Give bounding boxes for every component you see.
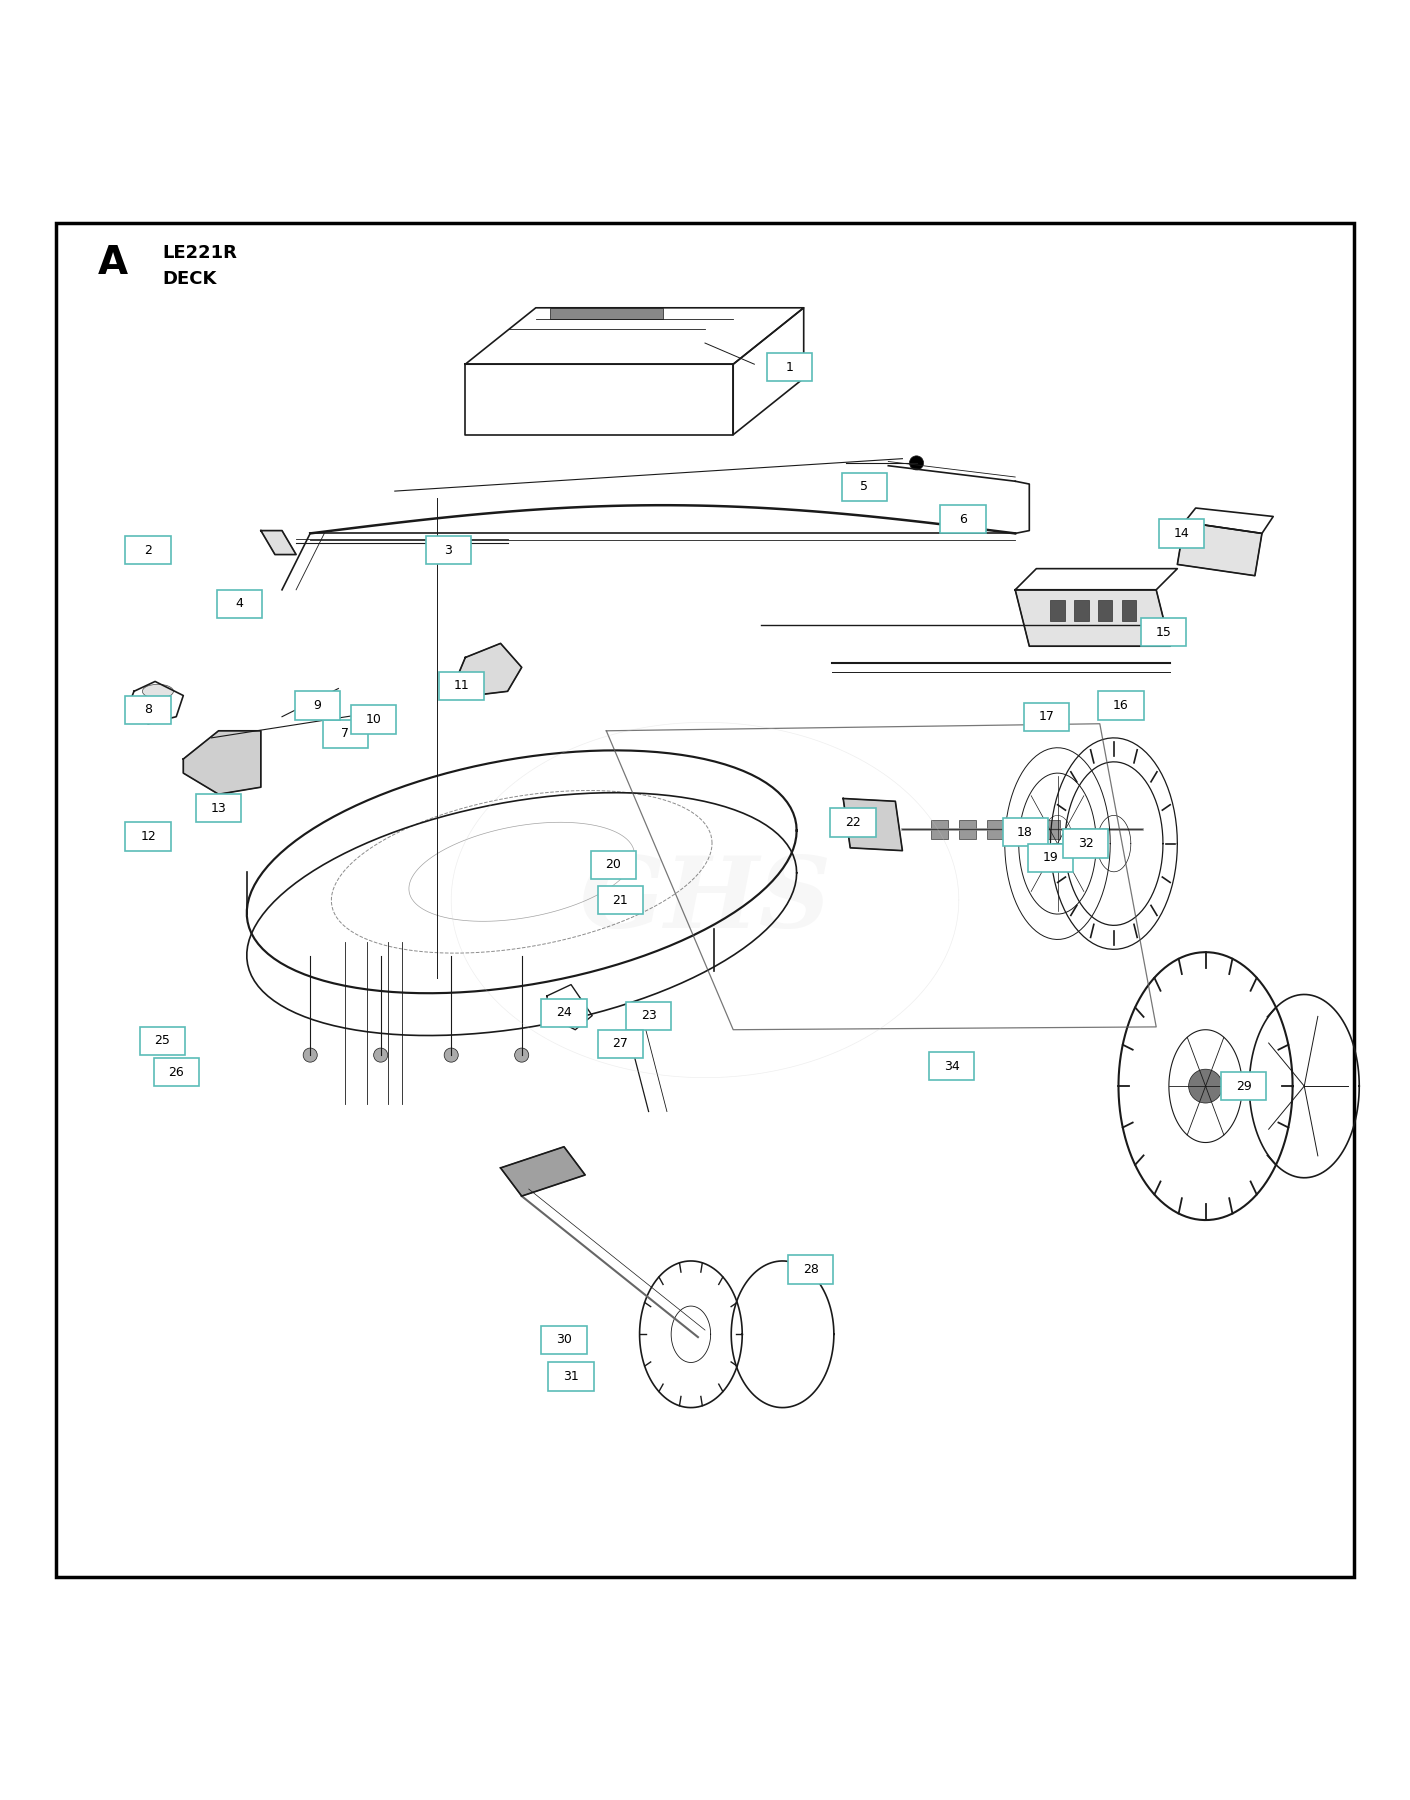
FancyBboxPatch shape <box>426 536 471 565</box>
Text: 30: 30 <box>556 1334 572 1346</box>
FancyBboxPatch shape <box>1159 518 1204 547</box>
Text: 27: 27 <box>612 1037 629 1051</box>
FancyBboxPatch shape <box>196 794 241 823</box>
Text: 20: 20 <box>605 859 622 871</box>
FancyBboxPatch shape <box>439 671 484 700</box>
Bar <box>987 819 1004 839</box>
Text: LE221R: LE221R <box>162 245 237 263</box>
Bar <box>959 819 976 839</box>
Text: 12: 12 <box>140 830 157 842</box>
Polygon shape <box>501 1147 585 1197</box>
Text: 25: 25 <box>154 1035 171 1048</box>
Ellipse shape <box>142 684 173 698</box>
FancyBboxPatch shape <box>626 1001 671 1030</box>
Text: DECK: DECK <box>162 270 217 288</box>
Circle shape <box>303 1048 317 1062</box>
FancyBboxPatch shape <box>548 1363 594 1391</box>
FancyBboxPatch shape <box>1063 830 1108 857</box>
FancyBboxPatch shape <box>125 823 171 851</box>
FancyBboxPatch shape <box>140 1026 185 1055</box>
Circle shape <box>1189 1069 1222 1103</box>
Text: 6: 6 <box>959 513 967 526</box>
Text: 15: 15 <box>1155 626 1172 639</box>
Text: 29: 29 <box>1235 1080 1252 1093</box>
FancyBboxPatch shape <box>598 886 643 914</box>
Bar <box>1122 599 1136 621</box>
Bar <box>1050 599 1065 621</box>
FancyBboxPatch shape <box>1098 691 1144 720</box>
FancyBboxPatch shape <box>1221 1073 1266 1100</box>
Bar <box>931 819 948 839</box>
Text: 19: 19 <box>1042 851 1059 864</box>
FancyBboxPatch shape <box>295 691 340 720</box>
Polygon shape <box>1177 522 1262 576</box>
Text: 11: 11 <box>453 679 470 693</box>
Polygon shape <box>183 731 261 794</box>
Bar <box>1015 819 1032 839</box>
Text: 31: 31 <box>563 1370 580 1382</box>
Text: A: A <box>97 245 128 283</box>
FancyBboxPatch shape <box>217 590 262 617</box>
Text: 26: 26 <box>168 1066 185 1078</box>
Text: 8: 8 <box>144 704 152 716</box>
FancyBboxPatch shape <box>1028 844 1073 871</box>
Text: 5: 5 <box>860 481 869 493</box>
Text: 21: 21 <box>612 893 629 907</box>
Polygon shape <box>261 531 296 554</box>
Bar <box>550 308 663 319</box>
Polygon shape <box>1015 590 1170 646</box>
FancyBboxPatch shape <box>1024 702 1069 731</box>
Text: 10: 10 <box>365 713 382 725</box>
FancyBboxPatch shape <box>929 1053 974 1080</box>
FancyBboxPatch shape <box>591 851 636 878</box>
FancyBboxPatch shape <box>788 1255 833 1283</box>
Circle shape <box>909 455 924 470</box>
Circle shape <box>444 1048 458 1062</box>
FancyBboxPatch shape <box>598 1030 643 1058</box>
Text: 13: 13 <box>210 801 227 815</box>
FancyBboxPatch shape <box>767 353 812 382</box>
Text: 24: 24 <box>556 1006 572 1019</box>
FancyBboxPatch shape <box>1003 819 1048 846</box>
FancyBboxPatch shape <box>154 1058 199 1085</box>
Text: 14: 14 <box>1173 527 1190 540</box>
Circle shape <box>374 1048 388 1062</box>
Polygon shape <box>458 643 522 695</box>
Text: 23: 23 <box>640 1010 657 1022</box>
Text: 28: 28 <box>802 1264 819 1276</box>
Text: 2: 2 <box>144 544 152 556</box>
Text: 3: 3 <box>444 544 453 556</box>
Text: 22: 22 <box>845 815 862 830</box>
FancyBboxPatch shape <box>842 473 887 500</box>
FancyBboxPatch shape <box>541 1327 587 1354</box>
Text: 9: 9 <box>313 698 321 713</box>
Text: 32: 32 <box>1077 837 1094 850</box>
FancyBboxPatch shape <box>830 808 876 837</box>
Text: 7: 7 <box>341 727 350 740</box>
Text: 34: 34 <box>943 1060 960 1073</box>
FancyBboxPatch shape <box>351 706 396 734</box>
Text: 17: 17 <box>1038 711 1055 724</box>
FancyBboxPatch shape <box>541 999 587 1026</box>
Bar <box>1098 599 1112 621</box>
Text: GHS: GHS <box>580 851 830 949</box>
Bar <box>1043 819 1060 839</box>
Text: 16: 16 <box>1112 698 1129 713</box>
FancyBboxPatch shape <box>940 506 986 533</box>
FancyBboxPatch shape <box>1141 617 1186 646</box>
FancyBboxPatch shape <box>125 695 171 724</box>
Bar <box>1074 599 1089 621</box>
Text: 18: 18 <box>1017 826 1034 839</box>
Polygon shape <box>843 799 902 851</box>
Text: 4: 4 <box>235 598 244 610</box>
FancyBboxPatch shape <box>125 536 171 565</box>
Text: 1: 1 <box>785 360 794 374</box>
FancyBboxPatch shape <box>323 720 368 747</box>
Circle shape <box>515 1048 529 1062</box>
